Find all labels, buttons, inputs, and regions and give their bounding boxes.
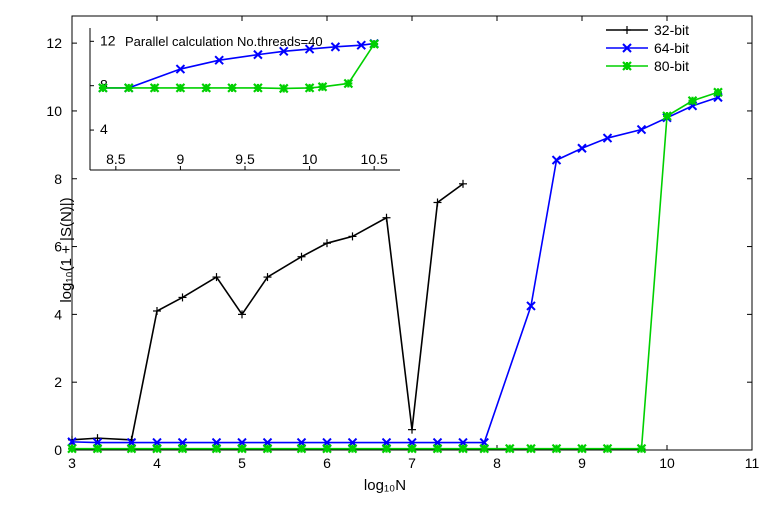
x-tick-label: 10	[659, 455, 675, 471]
svg-text:8.5: 8.5	[106, 151, 126, 167]
x-tick-label: 4	[153, 455, 161, 471]
svg-text:9: 9	[177, 151, 185, 167]
y-tick-label: 0	[54, 442, 62, 458]
x-tick-label: 6	[323, 455, 331, 471]
y-tick-label: 2	[54, 374, 62, 390]
y-tick-label: 4	[54, 306, 62, 322]
svg-text:9.5: 9.5	[235, 151, 255, 167]
x-tick-label: 8	[493, 455, 501, 471]
legend-label: 80-bit	[654, 58, 689, 74]
x-tick-label: 5	[238, 455, 246, 471]
y-tick-label: 12	[46, 35, 62, 51]
x-tick-label: 7	[408, 455, 416, 471]
y-axis-label: log₁₀(1 + |S(N)|)	[58, 197, 75, 302]
legend-label: 64-bit	[654, 40, 689, 56]
main-chart: 3456789101102468101232-bit64-bit80-bit8.…	[0, 0, 770, 500]
x-axis-label: log₁₀N	[364, 477, 406, 494]
x-tick-label: 9	[578, 455, 586, 471]
svg-text:4: 4	[100, 121, 108, 137]
series-32-bit	[68, 180, 467, 444]
x-tick-label: 11	[745, 455, 760, 471]
x-tick-label: 3	[68, 455, 76, 471]
svg-text:10: 10	[302, 151, 318, 167]
legend-label: 32-bit	[654, 22, 689, 38]
inset-title: Parallel calculation No.threads=40	[125, 34, 323, 49]
svg-text:10.5: 10.5	[361, 151, 388, 167]
y-tick-label: 8	[54, 171, 62, 187]
svg-text:12: 12	[100, 32, 116, 48]
inset-chart: 8.599.51010.54812Parallel calculation No…	[90, 28, 400, 170]
y-tick-label: 10	[46, 103, 62, 119]
legend: 32-bit 64-bit 80-bit	[606, 22, 689, 74]
